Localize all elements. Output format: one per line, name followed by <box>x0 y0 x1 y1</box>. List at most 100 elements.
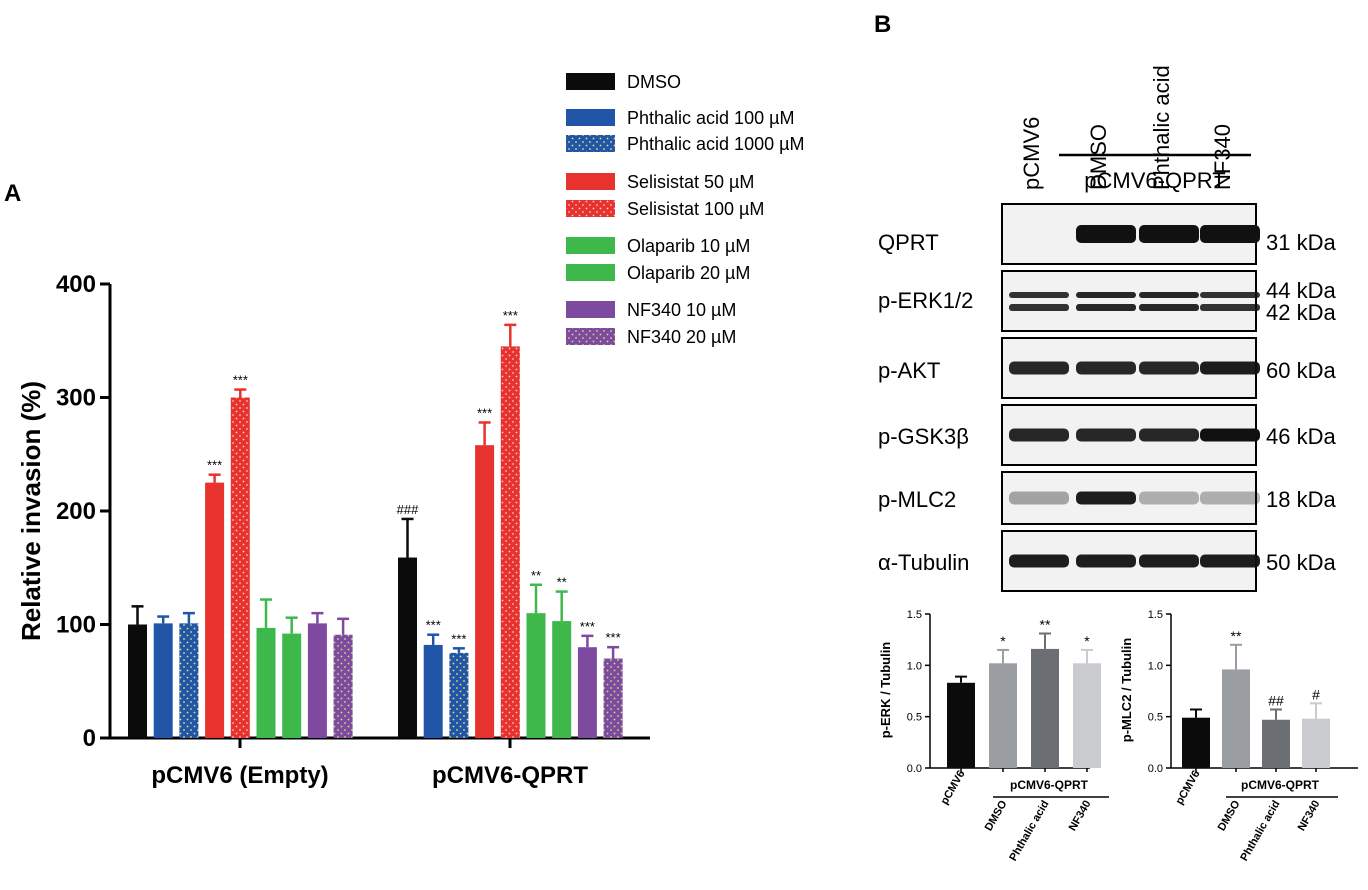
lane-label: DMSO <box>1086 124 1111 190</box>
significance-label: *** <box>503 308 518 323</box>
lane-label: Phthalic acid <box>1149 65 1174 190</box>
blot-band <box>1076 292 1136 298</box>
legend-swatch <box>566 328 615 345</box>
perk-bar-chart: 0.00.51.01.5p-ERK / Tubulin****pCMV6-QPR… <box>878 609 1109 863</box>
y-tick-label: 200 <box>56 498 96 525</box>
y-tick-label: 0.5 <box>907 712 922 724</box>
legend-label: Phthalic acid 100 µM <box>627 108 794 128</box>
significance-label: ** <box>1040 617 1051 633</box>
bar <box>500 346 520 738</box>
blot-band <box>1139 491 1199 505</box>
bar <box>1182 717 1210 768</box>
blot-band <box>1076 428 1136 442</box>
legend-label: NF340 20 µM <box>627 327 736 347</box>
x-tick-label: Phthalic acid <box>1007 799 1051 864</box>
legend-swatch <box>566 200 615 217</box>
legend-swatch <box>566 109 615 126</box>
bar <box>256 627 276 738</box>
panel-label-b: B <box>874 11 891 38</box>
bar <box>230 397 250 738</box>
invasion-legend: DMSO Phthalic acid 100 µM Phthalic acid 10… <box>566 72 804 347</box>
significance-label: ** <box>557 575 567 590</box>
bar <box>128 624 147 738</box>
blot-row-label: p-MLC2 <box>878 487 956 512</box>
y-tick-label: 300 <box>56 385 96 412</box>
blot-row-label: p-ERK1/2 <box>878 288 973 313</box>
y-axis-label: Relative invasion (%) <box>16 381 46 641</box>
bar <box>577 647 597 738</box>
y-tick-label: 0.0 <box>1148 763 1163 775</box>
y-tick-label: 1.0 <box>907 660 922 672</box>
kda-label: 42 kDa <box>1266 300 1336 325</box>
blot-band <box>1009 491 1069 505</box>
blot-band <box>1076 491 1136 505</box>
x-tick-label: NF340 <box>1067 799 1094 834</box>
bar <box>179 623 199 738</box>
blot-row-label: QPRT <box>878 230 939 255</box>
blot-band <box>1076 304 1136 311</box>
bar <box>449 652 469 738</box>
blot-band <box>1009 554 1069 568</box>
x-tick-label: pCMV6 (Empty) <box>151 762 328 789</box>
y-tick-label: 1.0 <box>1148 660 1163 672</box>
bar <box>398 557 417 738</box>
blot-band <box>1009 428 1069 442</box>
bar <box>552 621 572 738</box>
kda-label: 31 kDa <box>1266 230 1336 255</box>
group-label: pCMV6-QPRT <box>1084 168 1225 193</box>
lane-label: pCMV6 <box>1019 117 1044 190</box>
x-tick-label: NF340 <box>1296 799 1323 834</box>
significance-label: *** <box>580 619 595 634</box>
y-tick-label: 400 <box>56 271 96 298</box>
blot-band <box>1009 304 1069 311</box>
blot-band <box>1200 304 1260 311</box>
kda-label: 50 kDa <box>1266 550 1336 575</box>
legend-swatch <box>566 301 615 318</box>
significance-label: *** <box>606 630 621 645</box>
legend-swatch <box>566 73 615 90</box>
bar <box>205 482 225 738</box>
y-tick-label: 0.5 <box>1148 712 1163 724</box>
blot-band <box>1200 428 1260 442</box>
blot-band <box>1200 491 1260 505</box>
blot-panel <box>1001 270 1257 332</box>
significance-label: ** <box>531 568 541 583</box>
y-tick-label: 1.5 <box>1148 609 1163 621</box>
blot-row-label: α-Tubulin <box>878 550 969 575</box>
lane-label: NF340 <box>1210 124 1235 190</box>
legend-label: Selisistat 50 µM <box>627 172 754 192</box>
bar <box>989 663 1017 768</box>
bar <box>333 634 353 738</box>
x-tick-label: pCMV6 <box>1174 769 1203 807</box>
panel-label-a: A <box>4 180 21 207</box>
pmlc2-bar-chart: 0.00.51.01.5p-MLC2 / Tubulin**## #pCMV6-Q… <box>1119 609 1358 863</box>
legend-label: NF340 10 µM <box>627 300 736 320</box>
blot-band <box>1139 554 1199 568</box>
group-label: pCMV6-QPRT <box>1241 778 1320 792</box>
blot-row-label: p-GSK3β <box>878 424 969 449</box>
bar <box>1262 719 1290 768</box>
blot-band <box>1139 428 1199 442</box>
bar <box>947 682 975 768</box>
bar <box>423 644 443 738</box>
x-tick-label: DMSO <box>1216 798 1243 833</box>
significance-label: ### <box>397 502 419 517</box>
blot-band <box>1009 292 1069 298</box>
y-axis-label: p-ERK / Tubulin <box>878 642 893 739</box>
bar <box>153 623 173 738</box>
significance-label: ## <box>1268 692 1284 708</box>
kda-label: 46 kDa <box>1266 424 1336 449</box>
blot-band <box>1139 361 1199 375</box>
bar <box>1302 718 1330 768</box>
kda-label: 60 kDa <box>1266 358 1336 383</box>
significance-label: *** <box>477 405 492 420</box>
bar <box>1222 669 1250 768</box>
bar <box>603 658 623 738</box>
legend-swatch <box>566 173 615 190</box>
significance-label: *** <box>233 373 248 388</box>
legend-label: DMSO <box>627 72 681 92</box>
significance-label: # <box>1312 686 1320 702</box>
legend-swatch <box>566 264 615 281</box>
y-tick-label: 0 <box>83 725 96 752</box>
legend-label: Olaparib 10 µM <box>627 236 750 256</box>
